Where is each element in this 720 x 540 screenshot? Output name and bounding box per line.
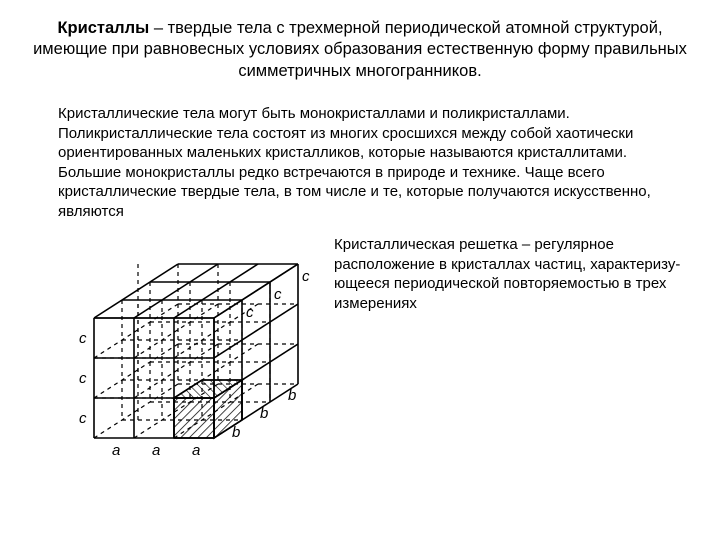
label-c: c	[302, 268, 310, 285]
label-c: c	[246, 304, 254, 321]
paragraph-1: Кристаллические тела могут быть монокрис…	[58, 104, 684, 221]
label-c: c	[79, 330, 87, 347]
content-row: a a a b b b c c c c c c Кристаллическая …	[30, 233, 690, 483]
label-a: a	[152, 442, 160, 459]
label-b: b	[288, 387, 296, 404]
para2-line1: Кристаллическая решетка – регулярное рас…	[334, 236, 680, 273]
para2-line2: ющееся периодической повторяемостью в тр…	[334, 275, 666, 312]
label-a: a	[192, 442, 200, 459]
label-b: b	[232, 424, 240, 441]
label-c: c	[79, 410, 87, 427]
lattice-diagram: a a a b b b c c c c c c	[30, 233, 324, 483]
title-bold: Кристаллы	[57, 19, 149, 37]
label-a: a	[112, 442, 120, 459]
label-c: c	[79, 370, 87, 387]
label-b: b	[260, 405, 268, 422]
paragraph-2: Кристаллическая решетка – регулярное рас…	[334, 233, 690, 313]
title-block: Кристаллы – твердые тела с трехмерной пе…	[30, 18, 690, 82]
label-c: c	[274, 286, 282, 303]
